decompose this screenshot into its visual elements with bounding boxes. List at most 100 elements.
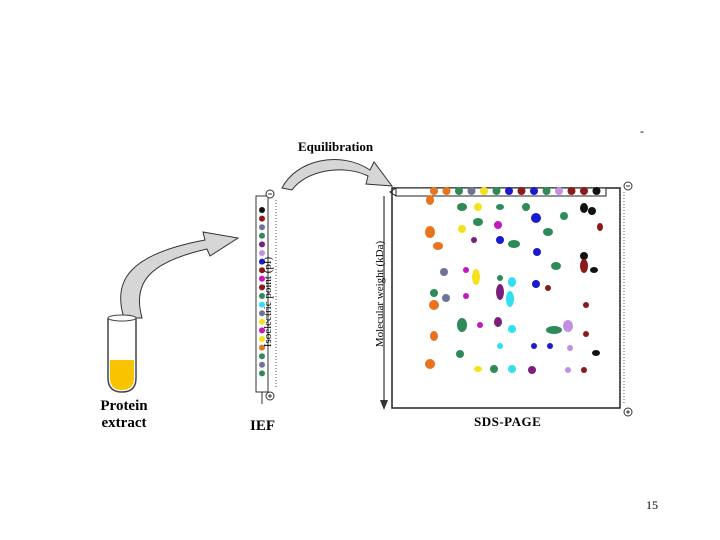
gel-spot [580, 203, 588, 213]
mw-axis-arrow [380, 196, 388, 410]
gel-spot [497, 343, 503, 349]
gel-spot [508, 240, 520, 248]
minus-circle-icon [623, 181, 633, 191]
sds-gel [389, 187, 621, 409]
gel-spot [497, 275, 503, 281]
strip-band [259, 327, 265, 334]
gel-spot [426, 195, 434, 205]
gel-spot [545, 285, 551, 291]
mw-axis-label: Molecular weight (kDa) [374, 240, 386, 348]
gel-spot [531, 213, 541, 223]
ief-strip-icon [255, 189, 275, 404]
gel-spot [458, 225, 466, 233]
gel-spot [580, 252, 588, 260]
gel-spot [583, 302, 589, 308]
gel-spot [442, 187, 451, 195]
gel-spot [494, 317, 502, 327]
gel-spot [588, 207, 596, 215]
gel-spot [581, 367, 587, 373]
gel-spot [440, 268, 448, 276]
strip-band [259, 353, 265, 360]
gel-spot [528, 366, 536, 374]
page-number: 15 [646, 498, 658, 512]
gel-spot [457, 318, 467, 332]
protein-extract-label: Protein extract [98, 398, 150, 432]
gel-spot [467, 187, 476, 195]
gel-spot [505, 187, 513, 195]
corner-dash: - [640, 124, 644, 138]
gel-spot [508, 277, 516, 287]
strip-band [259, 336, 265, 342]
gel-spot [532, 280, 540, 288]
strip-band [259, 207, 265, 213]
ief-label: IEF [250, 418, 276, 434]
strip-band [259, 370, 265, 377]
gel-spot [565, 367, 571, 373]
gel-spot [563, 320, 573, 332]
gel-spot [522, 203, 530, 211]
gel-spot [492, 187, 501, 195]
strip-band [259, 267, 265, 274]
gel-spot [506, 291, 514, 307]
gel-spot [580, 187, 588, 195]
gel-spot [530, 187, 538, 195]
gel-spot [597, 223, 603, 231]
isoelectric-axis-label: Isoelectric point (pI) [262, 256, 274, 348]
gel-spot [508, 325, 516, 333]
gel-spot [430, 331, 438, 341]
gel-spot [592, 350, 600, 356]
gel-spot [471, 237, 477, 243]
gel-spot [580, 259, 588, 273]
gel-spot [477, 322, 483, 328]
strip-band [259, 284, 265, 291]
strip-band [259, 310, 265, 317]
gel-spot [425, 359, 435, 369]
strip-band [259, 344, 265, 351]
gel-spot [590, 267, 598, 273]
strip-band [259, 232, 265, 239]
curved-arrow-icon [120, 231, 240, 319]
gel-spot [490, 365, 498, 373]
gel-spot [533, 248, 541, 256]
gel-spot [442, 294, 450, 302]
gel-spot [555, 187, 563, 195]
gel-spot [494, 221, 502, 229]
gel-spot [543, 228, 553, 236]
gel-spot [583, 331, 589, 337]
strip-band [259, 215, 265, 222]
gel-spot [551, 262, 561, 270]
test-tube-icon [107, 314, 137, 393]
strip-band [259, 318, 265, 325]
gel-spot [463, 267, 469, 273]
gel-spot [517, 187, 526, 195]
gel-spot [547, 343, 553, 349]
gel-spot [480, 187, 488, 195]
gel-spot [472, 269, 480, 285]
curved-arrow-icon [281, 159, 394, 191]
gel-spot [531, 343, 537, 349]
strip-band [259, 301, 265, 308]
gel-spot [430, 187, 438, 195]
gel-spot [473, 218, 483, 226]
gel-spot [474, 366, 482, 372]
gel-spot [496, 204, 504, 210]
protein-extract-line1: Protein [100, 398, 148, 414]
gel-spot [560, 212, 568, 220]
gel-spot [592, 187, 601, 195]
strip-band [259, 241, 265, 248]
gel-spot [508, 365, 516, 373]
strip-band [259, 293, 265, 299]
gel-spot [455, 187, 463, 195]
gel-spot [496, 236, 504, 244]
gel-spot [463, 293, 469, 299]
strip-band [259, 275, 265, 282]
protein-extract-line2: extract [101, 415, 147, 431]
gel-spot [457, 203, 467, 211]
gel-spot [456, 350, 464, 358]
equilibration-label: Equilibration [298, 139, 374, 154]
gel-spot [567, 187, 576, 195]
gel-spot [429, 300, 439, 310]
gel-spot [496, 284, 504, 300]
gel-spot [567, 345, 573, 351]
